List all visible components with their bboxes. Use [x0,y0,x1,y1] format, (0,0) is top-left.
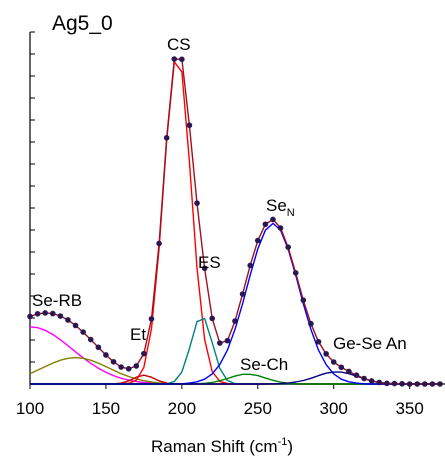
data-point [194,200,200,206]
peak-label: SeN [266,196,295,219]
data-point [57,313,64,319]
data-point [148,316,155,322]
data-point [368,378,375,384]
x-tick-label: 200 [168,399,196,418]
data-point [254,237,261,244]
data-point [65,317,71,323]
data-point [346,368,352,375]
data-point [179,56,185,63]
peak-label: CS [167,35,191,54]
data-point [277,225,284,231]
data-point [330,359,337,365]
data-point [391,380,398,387]
data-point [437,381,443,387]
data-point [384,380,390,387]
data-point [171,56,178,62]
data-point [209,315,216,322]
data-point [232,318,238,324]
x-label-sup: -1 [278,436,288,448]
peak-label: Se-RB [32,291,82,310]
data-point [49,310,56,317]
data-point [110,358,117,365]
data-point [353,372,360,379]
data-point [224,337,231,344]
data-point [125,366,132,372]
data-point [308,320,314,327]
data-point [103,352,109,358]
data-point [300,297,307,303]
x-tick-label: 150 [92,399,120,418]
x-tick-label: 300 [320,399,348,418]
data-point [80,329,86,335]
peak-label: Se-Ch [240,355,288,374]
x-tick-label: 350 [395,399,423,418]
x-tick-label: 100 [16,399,44,418]
data-point [422,381,428,387]
peak-label: Ge-Se An [333,334,407,353]
data-point [133,363,140,369]
data-point [406,381,413,387]
data-point [217,340,223,346]
peak-label: Et [130,325,146,344]
data-point [292,270,299,276]
x-axis-label: Raman Shift (cm-1) [151,436,293,456]
data-point [270,216,276,223]
peak-label: ES [198,253,221,272]
data-point [42,310,48,316]
data-point [34,311,41,317]
data-point [285,244,291,250]
data-point [399,380,405,387]
data-point [361,375,367,382]
data-point [141,350,147,357]
data-point [376,379,383,386]
data-point [95,344,102,351]
data-point [247,262,253,269]
data-point [239,291,246,297]
data-point [87,336,94,343]
data-point [27,313,33,320]
data-point [429,381,436,387]
data-point [156,240,162,247]
data-point [118,364,124,370]
data-point [315,338,322,345]
chart-title: Ag5_0 [52,12,113,35]
peak-label-text: Se [266,196,287,215]
data-point [262,221,269,228]
data-point [201,265,208,272]
x-label-text: Raman Shift (cm [151,437,278,456]
data-point [163,135,170,141]
data-point [72,322,79,329]
data-point [338,364,345,371]
x-tick-label: 250 [244,399,272,418]
data-point [414,381,421,387]
data-point [186,122,193,129]
peak-label-sub: N [287,207,295,219]
data-point [323,351,329,357]
x-label-tail: ) [287,437,293,456]
